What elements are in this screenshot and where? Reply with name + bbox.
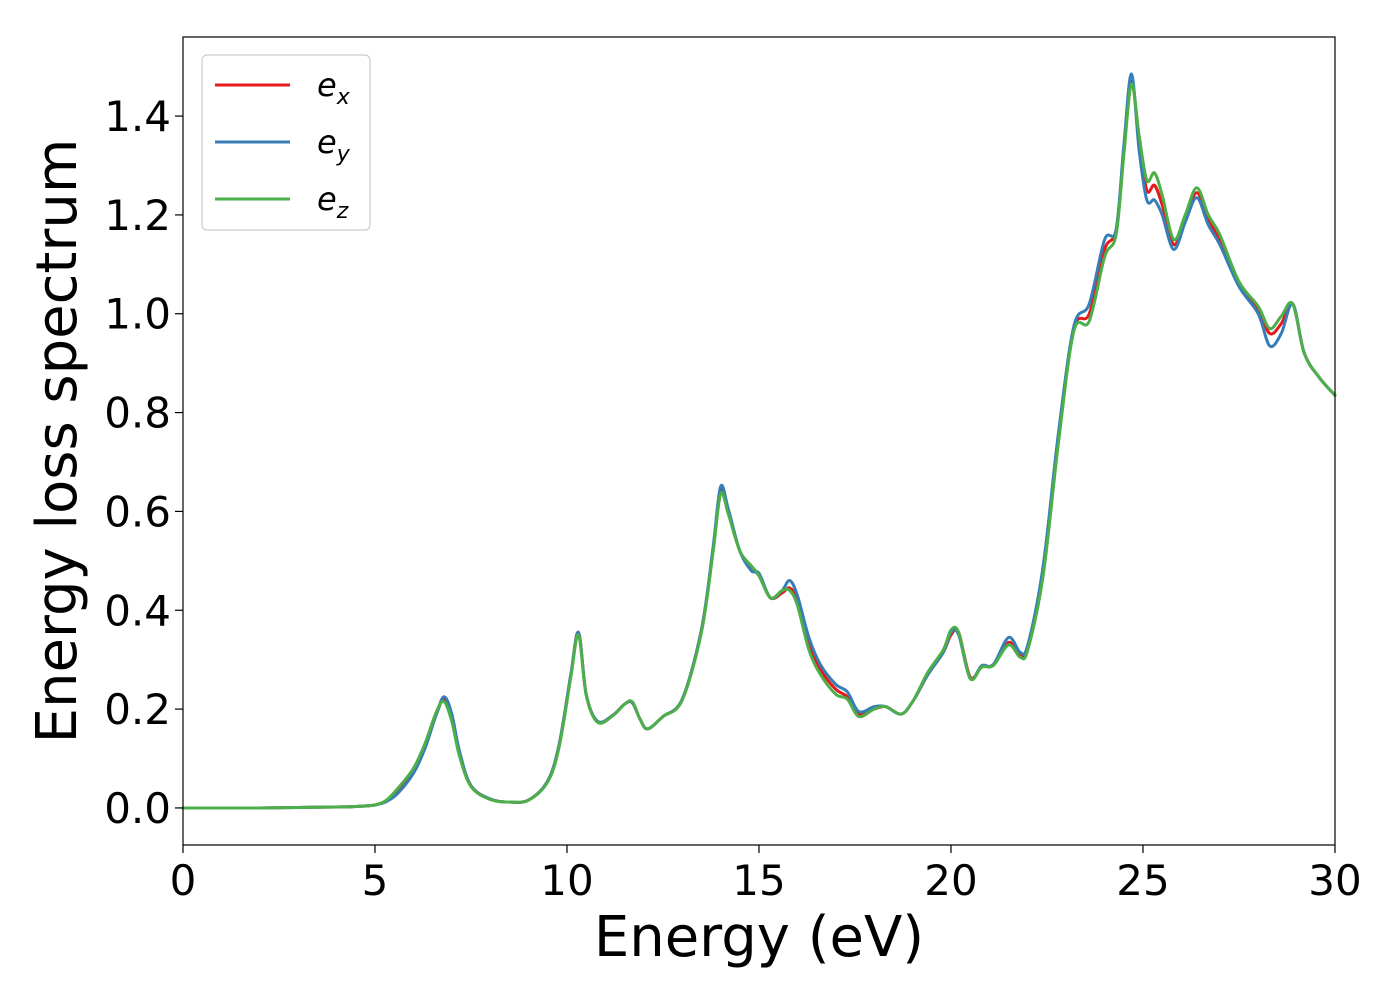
y-tick-label: 0.8: [104, 389, 171, 438]
x-tick-label: 30: [1308, 856, 1361, 905]
legend-label-x: ex: [317, 66, 351, 110]
y-tick-label: 0.6: [104, 487, 171, 536]
legend-label-y: ey: [317, 123, 351, 167]
y-tick-label: 1.2: [104, 191, 171, 240]
y-axis-label: Energy loss spectrum: [25, 139, 90, 744]
y-tick-label: 0.4: [104, 586, 171, 635]
x-tick-label: 25: [1116, 856, 1169, 905]
x-tick-label: 5: [362, 856, 389, 905]
y-tick-label: 1.4: [104, 92, 171, 141]
y-ticks: 0.0 0.2 0.4 0.6 0.8 1.0 1.2 1.4: [104, 92, 183, 833]
series-line-z: [181, 82, 1337, 810]
x-axis-label: Energy (eV): [594, 905, 924, 970]
x-tick-label: 10: [540, 856, 593, 905]
x-tick-label: 15: [732, 856, 785, 905]
y-tick-label: 0.0: [104, 784, 171, 833]
x-ticks: 0 5 10 15 20 25 30: [170, 845, 1362, 905]
x-tick-label: 20: [924, 856, 977, 905]
y-tick-label: 0.2: [104, 685, 171, 734]
x-tick-label: 0: [170, 856, 197, 905]
legend-label-z: ez: [317, 180, 349, 224]
legend: ex ey ez: [201, 54, 371, 231]
series-layer: [181, 72, 1337, 810]
y-tick-label: 1.0: [104, 290, 171, 339]
